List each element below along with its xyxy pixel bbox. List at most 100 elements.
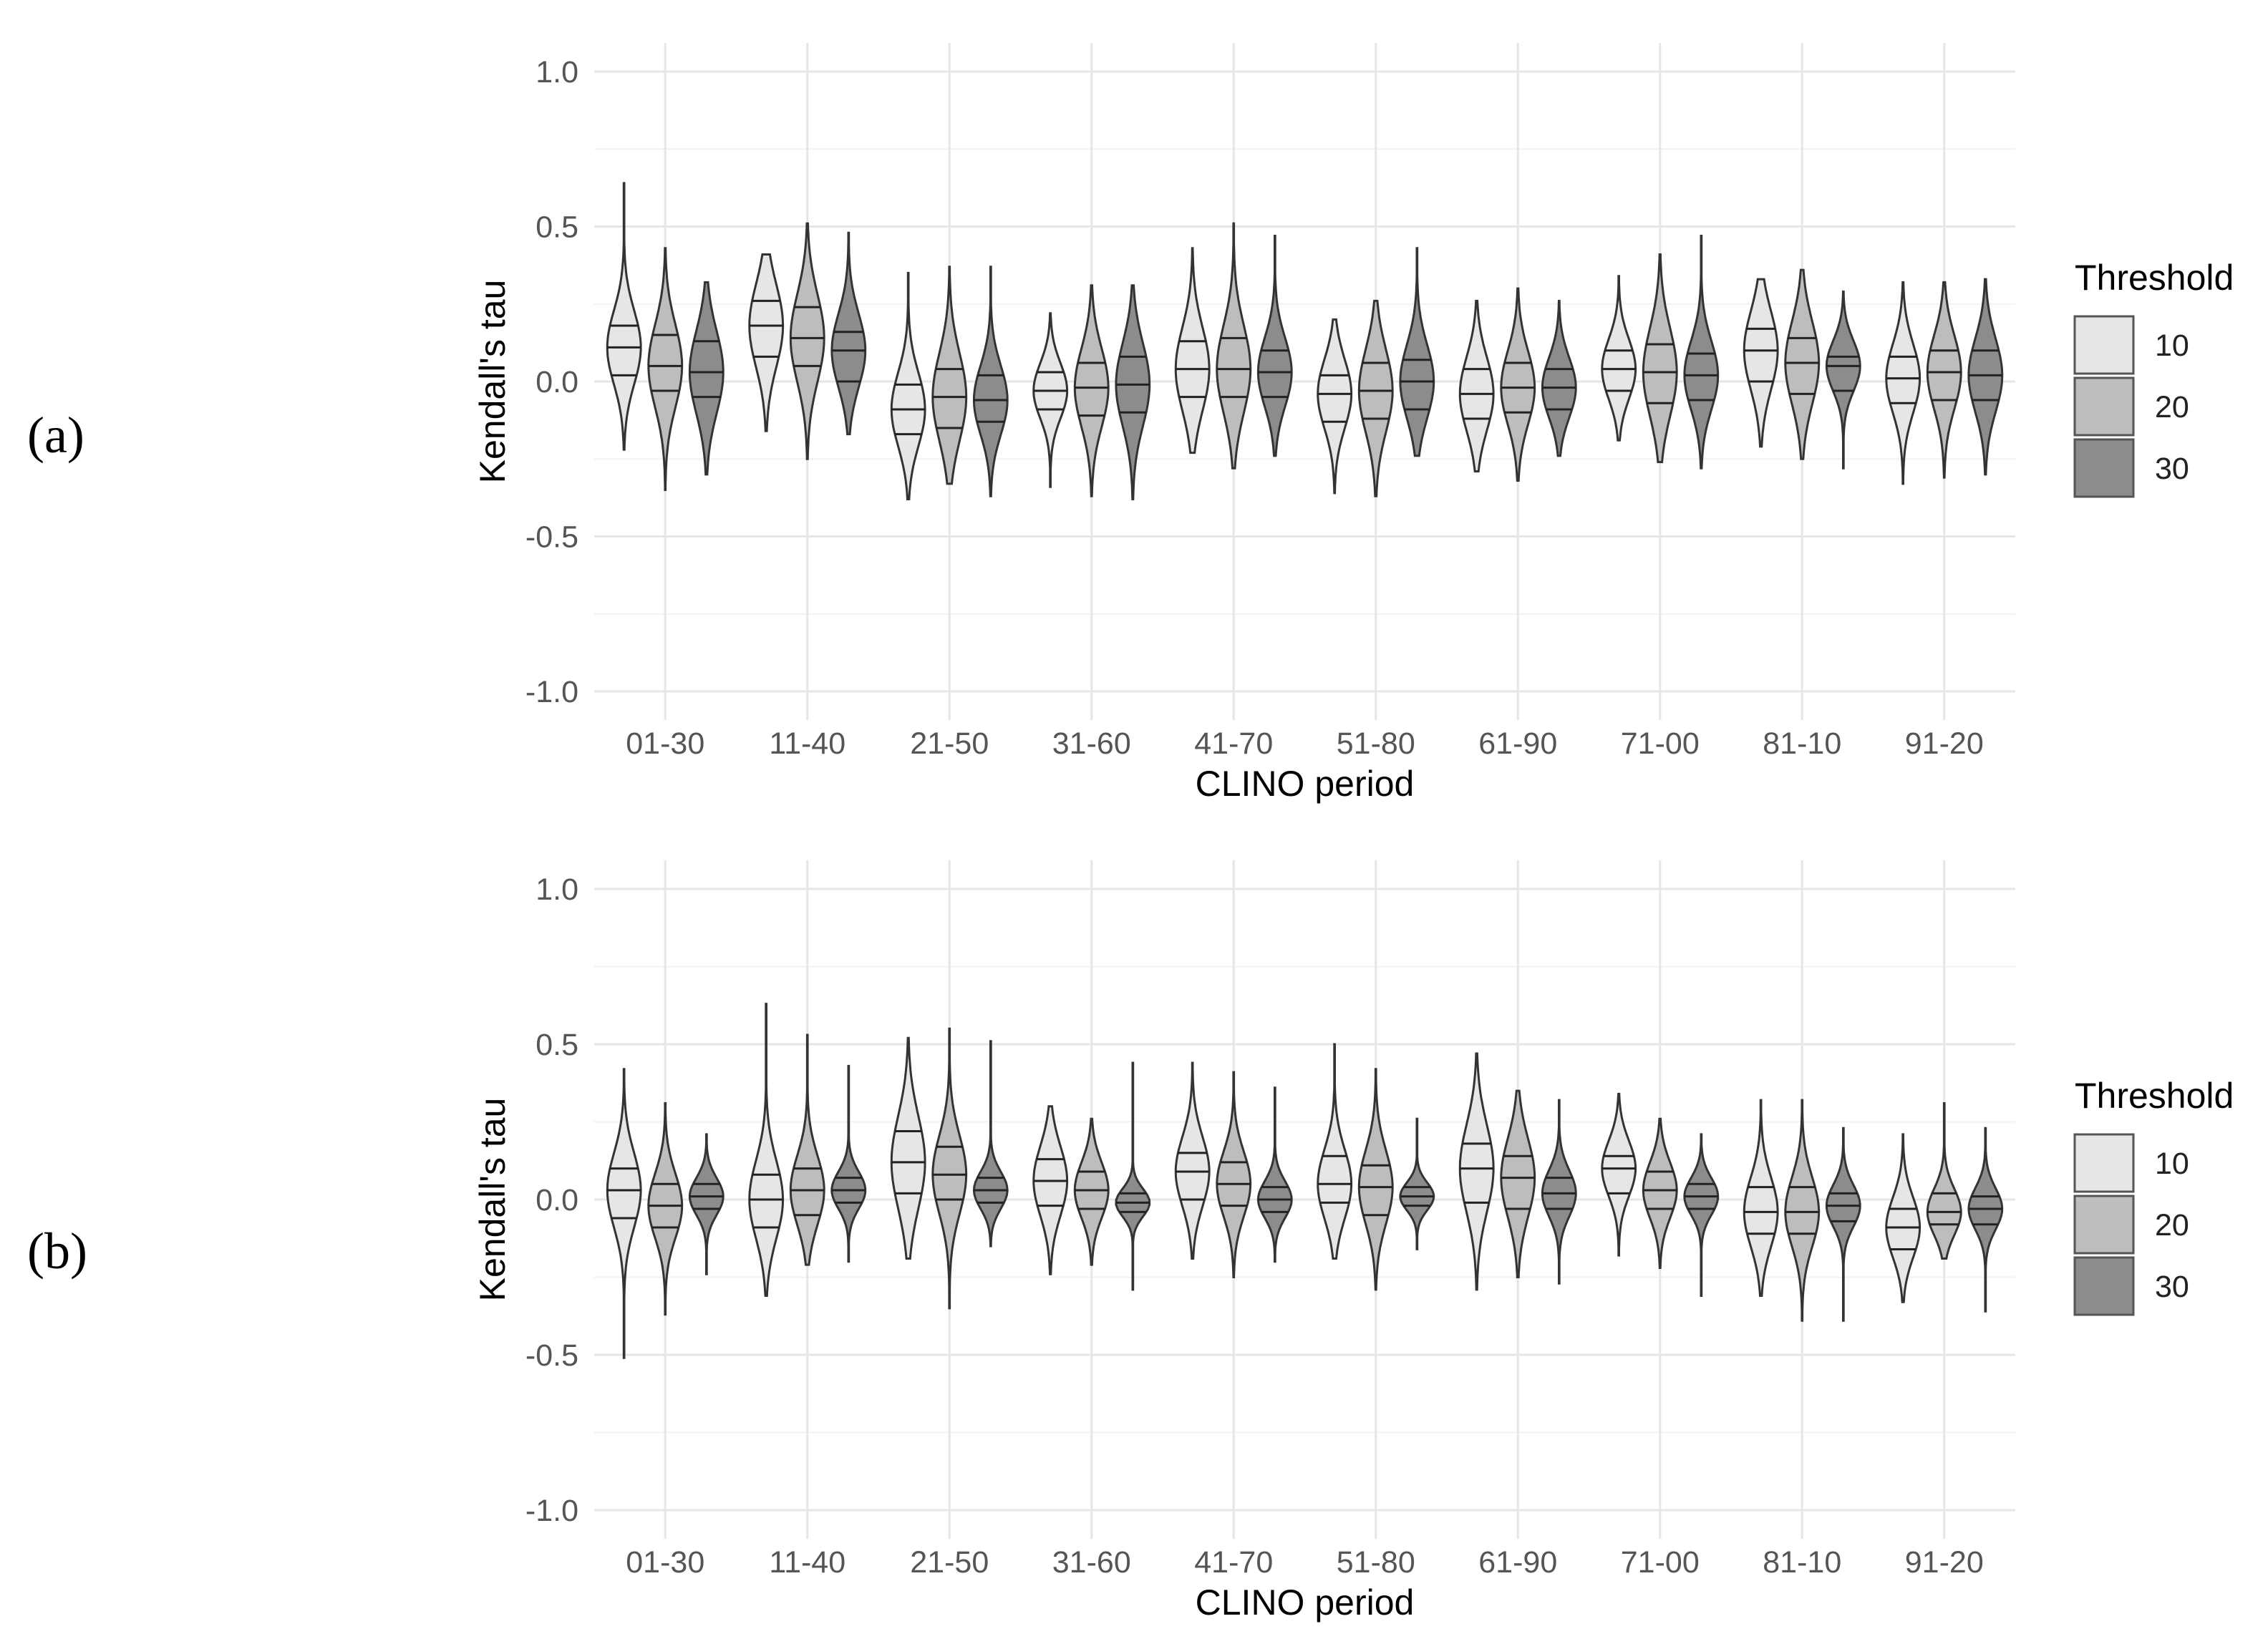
x-tick-label: 21-50 (910, 726, 989, 761)
violin-30-21-50 (972, 1040, 1009, 1247)
y-tick-label: 0.5 (536, 210, 578, 245)
legend-label-30: 30 (2155, 1270, 2189, 1304)
violin-20-31-60 (1073, 284, 1110, 497)
violin-20-91-20 (1926, 1102, 1962, 1260)
violin-20-71-00 (1642, 1117, 1678, 1269)
violin-30-01-30 (688, 1133, 724, 1275)
y-tick-label: -1.0 (525, 675, 578, 709)
violin-20-11-40 (789, 222, 825, 460)
violin-10-41-70 (1174, 1061, 1211, 1260)
y-tick-label: 1.0 (536, 872, 578, 907)
legend-key-10 (2073, 1133, 2135, 1193)
violin-30-91-20 (1967, 1127, 2004, 1313)
violin-30-31-60 (1115, 284, 1151, 500)
x-tick-label: 91-20 (1905, 1545, 1984, 1580)
violin-20-81-10 (1784, 1099, 1821, 1322)
violin-30-51-80 (1399, 1117, 1435, 1250)
violin-30-61-90 (1541, 299, 1577, 457)
x-tick-label: 51-80 (1337, 1545, 1415, 1580)
violin-20-11-40 (789, 1033, 825, 1266)
violin-10-01-30 (606, 182, 642, 451)
violin-20-41-70 (1216, 1071, 1252, 1278)
violin-30-71-00 (1683, 1133, 1720, 1297)
violin-10-31-60 (1032, 1105, 1069, 1275)
violin-10-71-00 (1601, 275, 1637, 442)
legend-key-20 (2073, 1195, 2135, 1255)
legend-title: Threshold (2075, 1076, 2234, 1116)
violin-chart-b: 1.0 0.5 0.0 -0.5 -1.0 01-30 11-40 21-50 31-60 41-… (472, 860, 2015, 1623)
violin-30-01-30 (688, 281, 724, 476)
violin-30-41-70 (1256, 235, 1293, 457)
x-tick-label: 91-20 (1905, 726, 1984, 761)
x-tick-label: 81-10 (1763, 726, 1841, 761)
legend-title: Threshold (2075, 258, 2234, 298)
violin-10-41-70 (1174, 247, 1211, 454)
violin-30-31-60 (1115, 1061, 1151, 1291)
violin-20-81-10 (1784, 268, 1821, 460)
violin-30-21-50 (972, 266, 1009, 497)
legend-key-20 (2073, 376, 2135, 437)
violin-10-21-50 (890, 271, 926, 500)
violin-20-21-50 (931, 266, 968, 485)
legend-label-10: 10 (2155, 329, 2189, 363)
y-tick-label: -1.0 (525, 1494, 578, 1528)
x-tick-label: 11-40 (769, 726, 845, 761)
violin-10-11-40 (748, 253, 785, 432)
violin-10-91-20 (1885, 1133, 1922, 1303)
violin-30-91-20 (1967, 278, 2004, 476)
violin-30-81-10 (1825, 1127, 1861, 1322)
violin-10-51-80 (1317, 318, 1353, 495)
x-tick-label: 61-90 (1478, 726, 1557, 761)
violin-20-21-50 (931, 1027, 968, 1310)
x-tick-label: 41-70 (1194, 726, 1273, 761)
panel-label-b: (b) (27, 1222, 87, 1280)
violin-10-91-20 (1885, 281, 1922, 485)
violin-30-11-40 (830, 231, 867, 436)
x-tick-label: 71-00 (1621, 1545, 1700, 1580)
x-tick-label: 01-30 (626, 726, 704, 761)
legend-label-30: 30 (2155, 452, 2189, 486)
violin-10-01-30 (606, 1068, 642, 1359)
violin-30-41-70 (1256, 1086, 1293, 1263)
x-tick-label: 01-30 (626, 1545, 704, 1580)
violin-chart-a: 1.0 0.5 0.0 -0.5 -1.0 01-30 11-40 21-50 31-60 41-… (472, 43, 2015, 804)
violin-10-71-00 (1601, 1092, 1637, 1257)
violin-30-61-90 (1541, 1099, 1577, 1285)
legend-key-10 (2073, 315, 2135, 375)
violin-10-11-40 (748, 1003, 785, 1297)
violin-10-61-90 (1458, 299, 1495, 473)
violin-20-91-20 (1926, 281, 1962, 479)
violin-10-21-50 (890, 1036, 926, 1260)
violin-20-71-00 (1642, 253, 1678, 464)
x-tick-label: 31-60 (1052, 726, 1131, 761)
violin-10-51-80 (1317, 1043, 1353, 1260)
y-tick-label: 0.0 (536, 365, 578, 399)
legend-key-30 (2073, 1256, 2135, 1316)
violin-30-11-40 (830, 1064, 867, 1263)
legend-label-20: 20 (2155, 390, 2189, 424)
violin-10-61-90 (1458, 1052, 1495, 1291)
legend-label-10: 10 (2155, 1147, 2189, 1181)
violin-10-81-10 (1743, 1099, 1779, 1297)
panel-label-a: (a) (27, 407, 84, 464)
x-tick-label: 81-10 (1763, 1545, 1841, 1580)
x-tick-label: 51-80 (1337, 726, 1415, 761)
x-tick-label: 41-70 (1194, 1545, 1273, 1580)
violin-30-71-00 (1683, 235, 1720, 470)
violin-20-51-80 (1357, 1068, 1394, 1291)
x-tick-label: 71-00 (1621, 726, 1700, 761)
violin-20-31-60 (1073, 1117, 1110, 1266)
x-axis-title: CLINO period (1196, 764, 1415, 804)
violin-10-81-10 (1743, 278, 1779, 448)
y-axis-title: Kendall's tau (472, 1098, 513, 1302)
violin-30-81-10 (1825, 290, 1861, 470)
legend-key-30 (2073, 438, 2135, 498)
violin-20-51-80 (1357, 299, 1394, 497)
violin-20-01-30 (647, 1102, 684, 1316)
legend-a: Threshold 10 20 30 (2073, 258, 2234, 498)
violin-20-41-70 (1216, 222, 1252, 470)
x-axis-title: CLINO period (1196, 1582, 1415, 1623)
legend-b: Threshold 10 20 30 (2073, 1076, 2234, 1316)
x-tick-label: 61-90 (1478, 1545, 1557, 1580)
